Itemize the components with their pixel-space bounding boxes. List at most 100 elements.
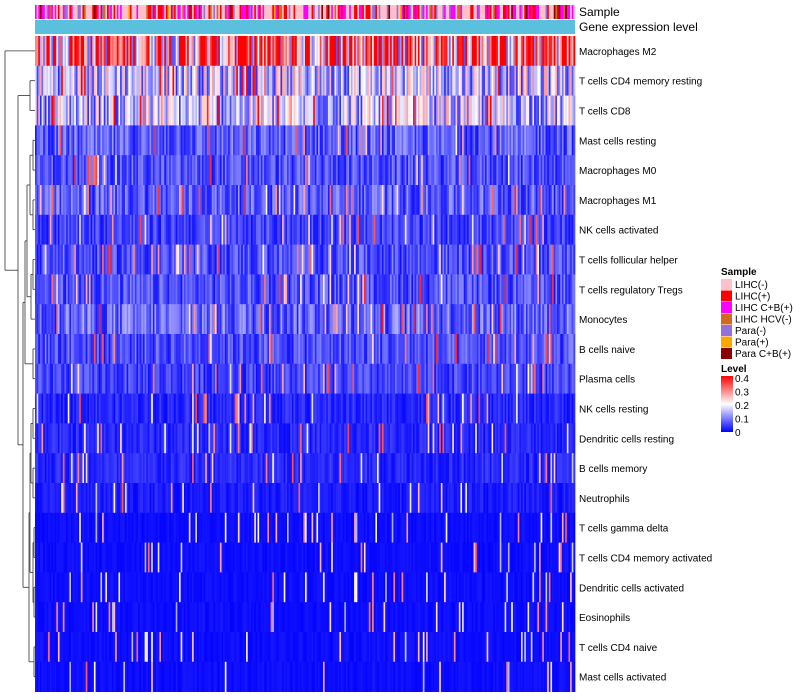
heatmap-cell xyxy=(213,185,216,216)
heatmap-cell xyxy=(259,244,262,275)
heatmap-cell xyxy=(347,214,350,245)
heatmap-cell xyxy=(467,244,469,275)
heatmap-cell xyxy=(282,36,285,67)
heatmap-cell xyxy=(121,334,124,365)
heatmap-cell xyxy=(445,363,448,394)
heatmap-cell xyxy=(390,65,393,96)
heatmap-cell xyxy=(362,334,365,365)
heatmap-cell xyxy=(56,65,59,96)
heatmap-cell xyxy=(527,274,530,305)
heatmap-cell xyxy=(555,274,558,305)
heatmap-cell xyxy=(442,274,445,305)
heatmap-cell xyxy=(383,423,386,454)
heatmap-cell xyxy=(71,36,73,67)
heatmap-cell xyxy=(291,304,294,335)
heatmap-cell xyxy=(341,274,343,305)
heatmap-cell xyxy=(282,95,285,126)
heatmap-cell xyxy=(501,393,504,424)
heatmap-cell xyxy=(473,363,476,394)
heatmap-cell xyxy=(287,334,289,365)
heatmap-cell xyxy=(321,155,324,186)
heatmap-cell xyxy=(210,363,213,394)
heatmap-cell xyxy=(146,95,149,126)
heatmap-cell xyxy=(51,423,54,454)
heatmap-cell xyxy=(260,36,263,67)
heatmap-cell xyxy=(275,155,278,186)
heatmap-cell xyxy=(334,423,337,454)
heatmap-cell xyxy=(439,65,442,96)
heatmap-cell xyxy=(278,334,281,365)
heatmap-cell xyxy=(267,214,270,245)
heatmap-cell xyxy=(290,95,293,126)
heatmap-cell xyxy=(421,334,424,365)
heatmap-cell xyxy=(386,334,389,365)
heatmap-cell xyxy=(516,393,519,424)
heatmap-cell xyxy=(506,214,509,245)
heatmap-cell xyxy=(501,65,504,96)
heatmap-cell xyxy=(48,36,51,67)
heatmap-cell xyxy=(152,244,155,275)
heatmap-cell xyxy=(179,155,181,186)
sample-annotation-cell xyxy=(287,5,289,19)
heatmap-cell xyxy=(72,274,75,305)
heatmap-cell xyxy=(521,155,523,186)
heatmap-cell xyxy=(85,423,88,454)
heatmap-cell xyxy=(107,95,109,126)
heatmap-cell xyxy=(339,185,342,216)
heatmap-cell xyxy=(74,334,77,365)
heatmap-cell xyxy=(359,36,361,67)
sample-annotation-cell xyxy=(450,5,453,19)
heatmap-cell xyxy=(570,393,573,424)
heatmap-cell xyxy=(460,244,463,275)
heatmap-cell xyxy=(471,36,474,67)
heatmap-cell xyxy=(553,155,556,186)
heatmap-cell xyxy=(434,423,437,454)
heatmap-cell xyxy=(417,244,420,275)
heatmap-cell xyxy=(365,95,368,126)
heatmap-cell xyxy=(391,244,394,275)
heatmap-cell xyxy=(553,214,556,245)
heatmap-cell xyxy=(233,304,235,335)
heatmap-cell xyxy=(219,244,222,275)
heatmap-cell xyxy=(450,65,453,96)
heatmap-cell xyxy=(285,363,288,394)
heatmap-cell xyxy=(347,155,350,186)
heatmap-cell xyxy=(118,334,121,365)
sample-annotation-cell xyxy=(257,5,260,19)
heatmap-cell xyxy=(36,244,39,275)
heatmap-cell xyxy=(386,393,389,424)
heatmap-cell xyxy=(444,185,447,216)
heatmap-cell xyxy=(282,423,285,454)
heatmap-cell xyxy=(498,334,501,365)
heatmap-cell xyxy=(82,393,85,424)
heatmap-cell xyxy=(146,185,149,216)
heatmap-cell xyxy=(121,155,124,186)
heatmap-cell xyxy=(280,214,283,245)
heatmap-cell xyxy=(223,65,226,96)
heatmap-cell xyxy=(161,155,163,186)
heatmap-cell xyxy=(262,95,265,126)
heatmap-cell xyxy=(103,65,106,96)
heatmap-cell xyxy=(120,185,123,216)
heatmap-cell xyxy=(309,125,312,156)
heatmap-cell xyxy=(547,155,550,186)
heatmap-cell xyxy=(170,155,173,186)
sample-annotation-cell xyxy=(77,5,80,19)
heatmap-cell xyxy=(545,185,548,216)
heatmap-cell xyxy=(417,155,420,186)
heatmap-cell xyxy=(496,423,499,454)
heatmap-cell xyxy=(475,334,478,365)
heatmap-cell xyxy=(252,185,255,216)
heatmap-cell xyxy=(383,65,386,96)
heatmap-cell xyxy=(295,304,298,335)
heatmap-cell xyxy=(429,304,432,335)
heatmap-cell xyxy=(440,155,443,186)
heatmap-cell xyxy=(409,214,412,245)
heatmap-cell xyxy=(460,125,463,156)
heatmap-cell xyxy=(408,185,411,216)
heatmap-cell xyxy=(373,334,376,365)
heatmap-cell xyxy=(555,125,558,156)
heatmap-cell xyxy=(345,274,348,305)
heatmap-cell xyxy=(162,274,165,305)
sample-annotation-cell xyxy=(327,5,330,19)
